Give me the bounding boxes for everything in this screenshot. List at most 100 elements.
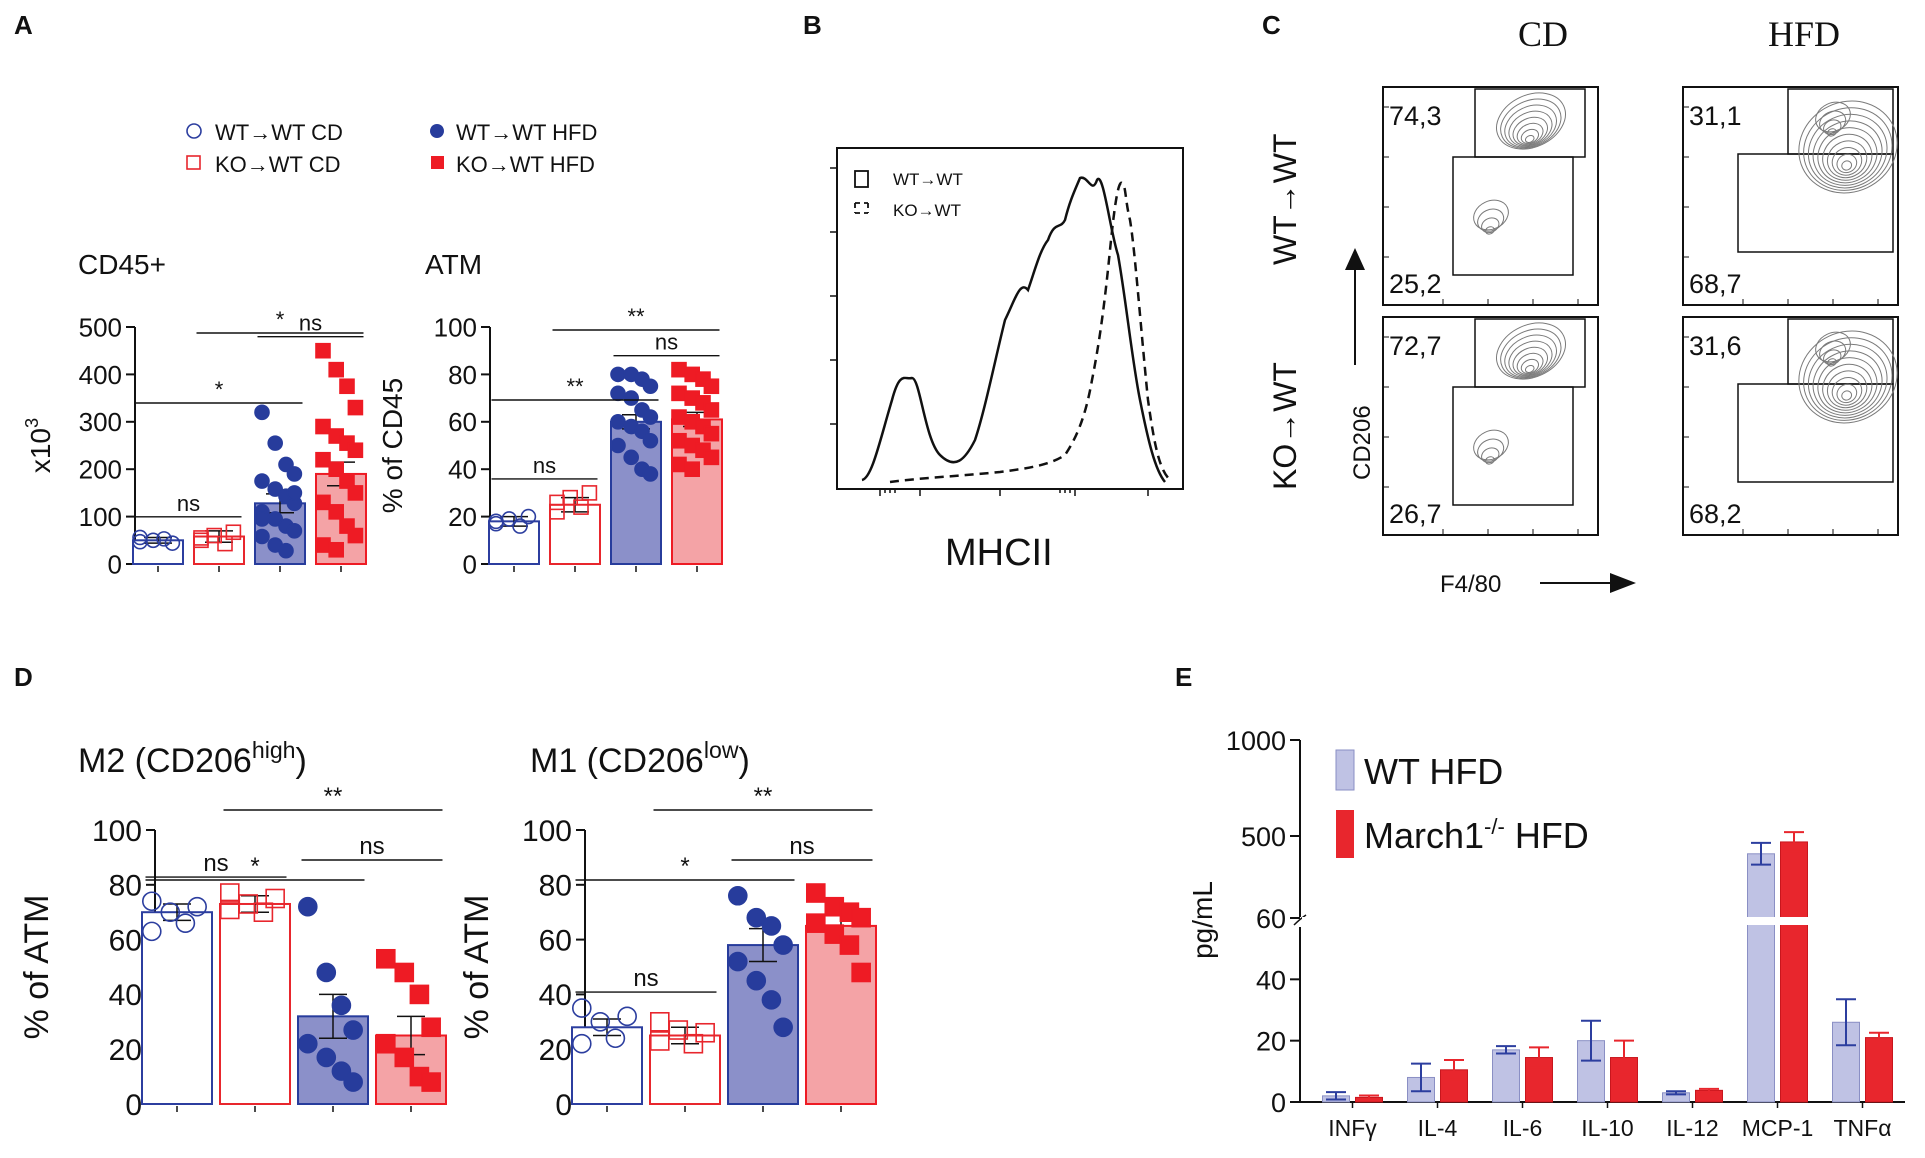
data-point (746, 970, 767, 991)
data-point (703, 425, 720, 442)
contour-line (1815, 101, 1851, 133)
contour-line (1500, 328, 1562, 379)
data-point (297, 896, 318, 917)
contour-line (1496, 322, 1566, 380)
legend-marker-march1 (1336, 810, 1354, 858)
contour-line (1477, 208, 1505, 232)
bar (219, 902, 291, 1105)
x-tick-label: IL-12 (1666, 1115, 1718, 1141)
y-tick-label: 500 (1241, 822, 1286, 852)
data-point (623, 390, 640, 406)
y-tick-label: 100 (522, 815, 572, 848)
contour-line (1477, 438, 1505, 462)
chart-title: M2 (CD206high) (78, 737, 307, 780)
col-label-cd: CD (1518, 14, 1568, 54)
contour-line (1516, 352, 1544, 375)
significance-label: ** (754, 783, 773, 810)
bar (727, 944, 799, 1106)
contour-line (1508, 110, 1553, 147)
chart-title-sup: high (252, 737, 296, 763)
data-point (671, 409, 687, 425)
data-point (642, 466, 659, 482)
data-point (695, 1022, 715, 1043)
data-point (642, 409, 659, 425)
data-point (512, 518, 528, 534)
data-point (773, 1017, 793, 1038)
data-point (265, 888, 285, 909)
gate-percent-low: 68,7 (1689, 269, 1742, 299)
significance-label: ** (324, 783, 343, 810)
y-tick-label: 60 (539, 924, 572, 957)
significance-label: ns (533, 453, 556, 478)
data-point (571, 998, 592, 1018)
data-point (286, 485, 303, 501)
data-point (773, 935, 793, 955)
chart-title: ATM (425, 249, 482, 280)
histogram-legend-ko-marker (854, 202, 869, 214)
data-point (225, 524, 242, 541)
y-tick-label: 80 (109, 870, 142, 903)
contour-line (1516, 122, 1544, 145)
contour-line (1841, 390, 1853, 401)
histogram-legend-wt-marker (854, 170, 869, 188)
data-point (132, 529, 148, 546)
data-point (746, 907, 767, 928)
data-point (668, 1020, 689, 1040)
significance-label: ** (566, 374, 584, 399)
data-point (549, 504, 565, 520)
data-point (375, 1033, 396, 1054)
data-point (851, 962, 871, 983)
x-tick-label: IL-10 (1581, 1115, 1633, 1141)
data-point (339, 378, 355, 395)
data-point (683, 1033, 704, 1054)
axis-break-mark (1293, 914, 1307, 926)
significance-label: ns (299, 311, 322, 336)
x-axis-arrow-head (1610, 573, 1636, 593)
x-tick-label: MCP-1 (1742, 1115, 1814, 1141)
data-point (347, 442, 364, 459)
panel-letter-b: B (803, 10, 822, 40)
chart-title-end: ) (739, 742, 750, 780)
y-axis-label-cd206: CD206 (1349, 405, 1376, 480)
legend-label-wt-cd: WT→WT CD (215, 120, 343, 145)
y-tick-label: 300 (79, 407, 122, 437)
data-point (267, 481, 284, 497)
legend-label-wt-hfd: WT→WT HFD (456, 120, 597, 145)
y-tick-label: 40 (1256, 965, 1286, 995)
x-tick-label: TNFα (1833, 1115, 1891, 1141)
data-point (649, 1011, 670, 1032)
data-point (581, 485, 598, 501)
bar (1492, 1049, 1520, 1103)
y-tick-label: 100 (434, 312, 477, 342)
data-point (315, 537, 331, 553)
gate-percent-high: 31,6 (1689, 331, 1742, 361)
legend-marker-ko-cd (186, 155, 201, 170)
y-tick-label: 20 (109, 1034, 142, 1067)
y-tick-label: 400 (79, 360, 122, 390)
bar (1747, 853, 1775, 1103)
contour-line (1504, 334, 1557, 378)
x-tick-label: IL-6 (1503, 1115, 1543, 1141)
data-point (315, 418, 331, 435)
bar (141, 911, 213, 1106)
legend-a: WT→WT CD WT→WT HFD KO→WT CD KO→WT HFD (186, 120, 597, 177)
y-tick-label: 20 (1256, 1027, 1286, 1057)
data-point (160, 902, 181, 923)
contour-line (1524, 364, 1535, 373)
y-tick-label: 0 (555, 1089, 572, 1122)
y-tick-label: 200 (79, 455, 122, 485)
data-point (703, 402, 720, 418)
data-point (297, 1033, 318, 1054)
panel-letter-a: A (14, 10, 33, 40)
contour-line (1836, 153, 1858, 174)
contour-line (1815, 331, 1851, 363)
data-point (671, 385, 687, 402)
contour-line (1798, 330, 1898, 424)
x-axis-label-f480: F4/80 (1440, 571, 1501, 598)
data-point (142, 891, 162, 912)
gate-percent-low: 68,2 (1689, 499, 1742, 529)
data-point (839, 935, 860, 955)
legend-label-march1-sup: -/- (1484, 814, 1505, 839)
